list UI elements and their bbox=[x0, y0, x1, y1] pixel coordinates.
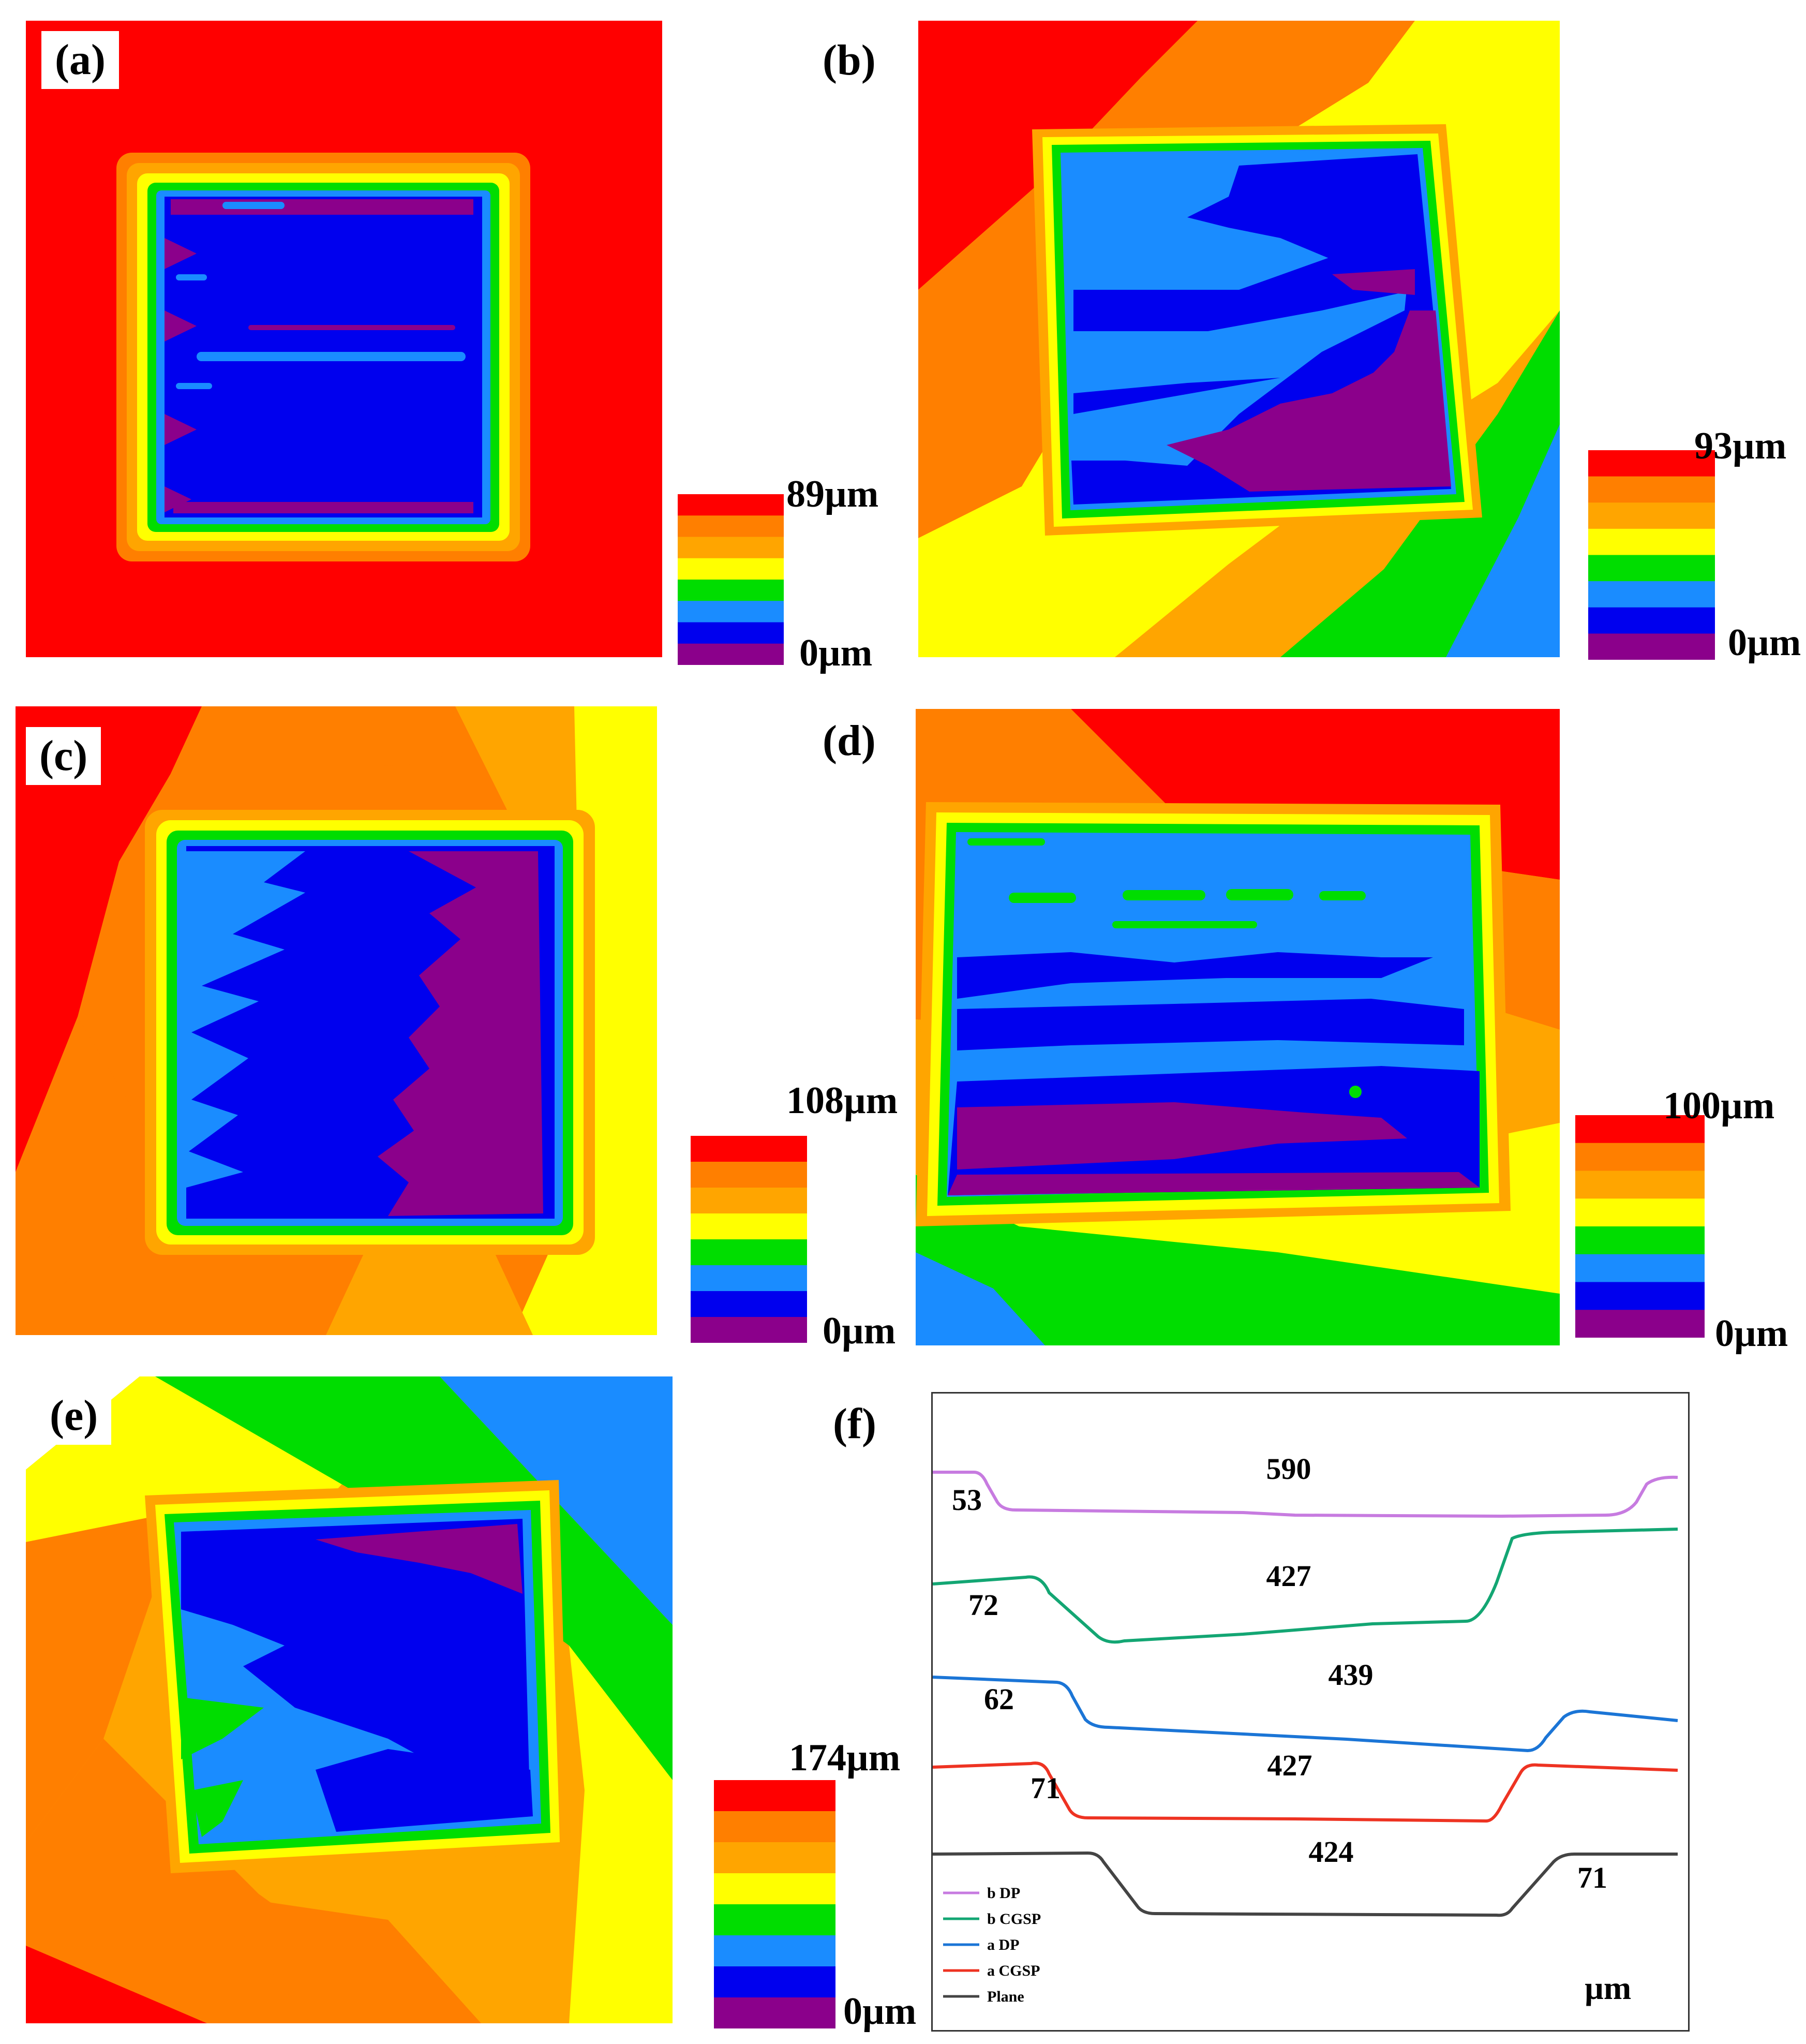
colorscale-band bbox=[714, 1966, 835, 1998]
colorscale-band bbox=[714, 1935, 835, 1967]
legend-b-cgsp: b CGSP bbox=[987, 1910, 1041, 1928]
colorscale-band bbox=[1575, 1310, 1705, 1338]
colorscale-band bbox=[691, 1188, 807, 1214]
colorscale-band bbox=[1588, 502, 1715, 529]
colorscale-band bbox=[691, 1136, 807, 1162]
colorscale-band bbox=[714, 1904, 835, 1936]
panel-e: (e) bbox=[26, 1376, 673, 2023]
colorscale-band bbox=[691, 1239, 807, 1266]
annot-plane-depth: 71 bbox=[1577, 1861, 1607, 1894]
colorscale-band bbox=[1575, 1282, 1705, 1310]
height-map-d bbox=[916, 709, 1560, 1345]
profile-line-b-cgsp bbox=[933, 1528, 1678, 1644]
colorscale-band bbox=[1588, 476, 1715, 503]
annot-b-cgsp-depth: 72 bbox=[968, 1588, 998, 1622]
height-map-b bbox=[918, 21, 1560, 657]
colorscale-band bbox=[1575, 1198, 1705, 1227]
colorscale-band bbox=[714, 1842, 835, 1874]
colorscale-band bbox=[691, 1213, 807, 1240]
scale-min-label-c: 0µm bbox=[823, 1310, 896, 1352]
colorscale-d bbox=[1575, 1115, 1705, 1338]
colorscale-band bbox=[1588, 633, 1715, 660]
colorscale-band bbox=[1575, 1171, 1705, 1199]
colorscale-band bbox=[1588, 450, 1715, 477]
colorscale-band bbox=[714, 1780, 835, 1812]
annot-b-dp-depth: 53 bbox=[952, 1483, 982, 1517]
colorscale-band bbox=[1575, 1115, 1705, 1144]
panel-label-c: (c) bbox=[26, 727, 101, 785]
colorscale-a bbox=[678, 494, 784, 665]
colorscale-band bbox=[691, 1162, 807, 1188]
annot-b-cgsp-width: 427 bbox=[1266, 1559, 1311, 1593]
height-map-a bbox=[26, 21, 662, 657]
scale-min-label-e: 0µm bbox=[843, 1990, 917, 2033]
panel-label-a: (a) bbox=[41, 31, 119, 89]
colorscale-e bbox=[714, 1780, 835, 2028]
scale-min-label-b: 0µm bbox=[1728, 621, 1801, 664]
colorscale-band bbox=[1588, 581, 1715, 608]
panel-label-e: (e) bbox=[36, 1387, 112, 1445]
profile-legend: b DP b CGSP a DP a CGSP Plane bbox=[943, 1885, 1041, 2005]
scale-min-label-d: 0µm bbox=[1715, 1312, 1788, 1355]
profile-unit: µm bbox=[1585, 1969, 1631, 2006]
annot-a-dp-depth: 62 bbox=[984, 1682, 1014, 1716]
legend-a-cgsp: a CGSP bbox=[987, 1962, 1040, 1979]
colorscale-band bbox=[1588, 555, 1715, 582]
scale-min-label-a: 0µm bbox=[799, 632, 873, 674]
legend-b-dp: b DP bbox=[987, 1885, 1020, 1902]
colorscale-band bbox=[691, 1265, 807, 1292]
colorscale-band bbox=[714, 1997, 835, 2028]
panel-b bbox=[918, 21, 1560, 657]
panel-label-f: (f) bbox=[833, 1400, 876, 1448]
colorscale-band bbox=[678, 643, 784, 665]
colorscale-band bbox=[678, 515, 784, 537]
colorscale-band bbox=[691, 1291, 807, 1317]
scale-max-label-c: 108µm bbox=[786, 1079, 898, 1122]
colorscale-band bbox=[714, 1873, 835, 1905]
profile-svg: 590 53 427 72 439 62 427 71 424 71 b DP … bbox=[933, 1452, 1678, 2006]
profile-line-b-dp bbox=[933, 1471, 1678, 1518]
colorscale-band bbox=[1588, 607, 1715, 634]
colorscale-band bbox=[678, 494, 784, 516]
annot-a-cgsp-depth: 71 bbox=[1031, 1771, 1061, 1805]
colorscale-band bbox=[1575, 1226, 1705, 1255]
panel-label-b: (b) bbox=[823, 36, 876, 84]
legend-a-dp: a DP bbox=[987, 1936, 1020, 1953]
panel-c: (c) bbox=[16, 706, 657, 1335]
height-map-c bbox=[16, 706, 657, 1335]
panel-label-d: (d) bbox=[823, 717, 876, 765]
colorscale-band bbox=[678, 580, 784, 601]
panel-d bbox=[916, 709, 1560, 1345]
profile-line-plane bbox=[933, 1851, 1678, 1917]
colorscale-c bbox=[691, 1136, 807, 1343]
annot-a-cgsp-width: 427 bbox=[1267, 1749, 1312, 1782]
scale-max-label-a: 89µm bbox=[786, 473, 879, 515]
colorscale-band bbox=[678, 537, 784, 559]
colorscale-band bbox=[678, 601, 784, 623]
colorscale-band bbox=[678, 622, 784, 644]
annot-plane-width: 424 bbox=[1309, 1835, 1354, 1869]
colorscale-band bbox=[1575, 1143, 1705, 1171]
colorscale-band bbox=[1575, 1254, 1705, 1282]
profile-plot: 590 53 427 72 439 62 427 71 424 71 b DP … bbox=[931, 1392, 1690, 2032]
scale-max-label-e: 174µm bbox=[789, 1737, 901, 1779]
colorscale-band bbox=[678, 558, 784, 580]
profile-line-a-dp bbox=[933, 1676, 1678, 1753]
colorscale-band bbox=[691, 1317, 807, 1343]
scale-max-label-b: 93µm bbox=[1694, 425, 1787, 467]
annot-a-dp-width: 439 bbox=[1329, 1658, 1374, 1692]
panel-a: (a) bbox=[26, 21, 662, 657]
profile-line-a-cgsp bbox=[933, 1761, 1678, 1823]
colorscale-band bbox=[1588, 528, 1715, 555]
colorscale-b bbox=[1588, 450, 1715, 660]
legend-plane: Plane bbox=[987, 1988, 1024, 2005]
colorscale-band bbox=[714, 1811, 835, 1843]
height-map-e bbox=[26, 1376, 673, 2023]
annot-b-dp-width: 590 bbox=[1266, 1452, 1311, 1486]
scale-max-label-d: 100µm bbox=[1663, 1085, 1775, 1127]
